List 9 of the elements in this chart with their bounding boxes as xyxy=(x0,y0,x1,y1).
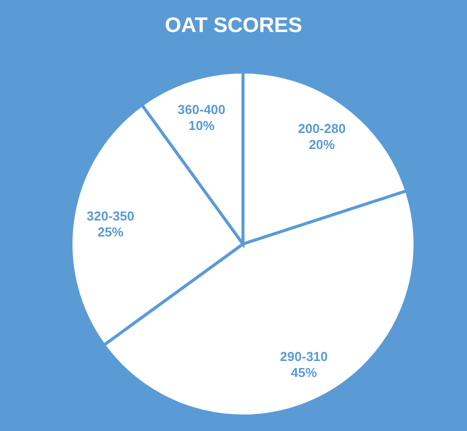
chart-title: OAT SCORES xyxy=(164,14,304,38)
data-label: 10% xyxy=(188,118,215,134)
data-label: 20% xyxy=(308,137,336,152)
data-label: 25% xyxy=(97,224,124,240)
slice-label: 290-310 xyxy=(280,348,328,364)
data-label: 45% xyxy=(290,365,318,380)
slice-label: 360-400 xyxy=(178,102,226,117)
slice-label: 320-350 xyxy=(86,208,134,224)
slice-label: 200-280 xyxy=(298,120,346,136)
